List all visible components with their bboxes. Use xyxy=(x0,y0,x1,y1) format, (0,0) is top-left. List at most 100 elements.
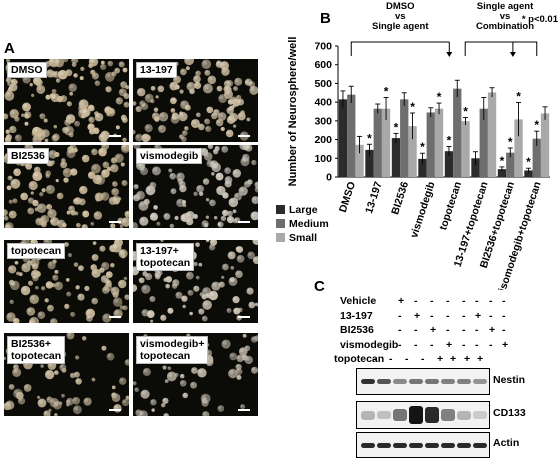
bar-medium xyxy=(506,152,515,177)
scale-bar xyxy=(109,409,121,411)
blot-band xyxy=(425,379,439,384)
y-tick-label: 100 xyxy=(314,153,332,165)
scale-bar xyxy=(238,135,250,137)
treatment-mark: - xyxy=(430,338,434,351)
scale-bar xyxy=(238,316,250,318)
treatment-mark: - xyxy=(502,324,506,336)
bar-large xyxy=(338,99,348,177)
scale-bar xyxy=(109,135,121,137)
treatment-mark: - xyxy=(398,309,402,322)
treatment-mark: - xyxy=(421,353,425,365)
treatment-mark: - xyxy=(389,353,393,365)
blot-band xyxy=(425,406,439,424)
y-tick-label: 400 xyxy=(314,97,332,109)
treatment-mark: + xyxy=(430,324,437,336)
blot-band xyxy=(473,442,487,448)
blot-band xyxy=(393,442,407,448)
category-label: topotecan xyxy=(437,180,464,231)
treatment-label: vismodegib xyxy=(340,338,399,351)
blot-band xyxy=(473,411,487,419)
legend-label: Small xyxy=(289,232,317,244)
significance-star: * xyxy=(384,84,389,98)
significance-star: * xyxy=(367,131,372,145)
scale-bar xyxy=(109,221,121,223)
micrograph-label: DMSO xyxy=(7,62,47,78)
bar-medium xyxy=(453,88,462,177)
treatment-mark: - xyxy=(398,324,402,336)
scale-bar xyxy=(238,409,250,411)
bar-small xyxy=(408,126,417,177)
panel-b-label: B xyxy=(320,10,331,27)
neurosphere-image xyxy=(6,240,129,323)
micrograph-tile: 13-197+ topotecan xyxy=(133,240,258,323)
blot-band xyxy=(441,442,455,448)
treatment-mark: + xyxy=(464,353,471,365)
bar-medium xyxy=(479,108,488,177)
panel-a-label: A xyxy=(4,40,15,57)
treatment-mark: + xyxy=(398,295,405,307)
y-tick-label: 200 xyxy=(314,134,332,146)
legend-swatch xyxy=(276,219,285,228)
treatment-mark: + xyxy=(475,309,482,322)
bar-small xyxy=(540,113,550,177)
treatment-mark: - xyxy=(502,309,506,322)
bar-small xyxy=(381,108,391,177)
treatment-mark: - xyxy=(430,309,434,322)
significance-star: * xyxy=(463,104,468,118)
treatment-mark: - xyxy=(475,324,479,336)
panel-c-label: C xyxy=(314,278,325,295)
micrograph-label: BI2536 xyxy=(7,148,49,164)
blot-band xyxy=(457,379,471,384)
bar-small xyxy=(461,121,470,177)
arrow-head xyxy=(446,52,453,57)
bar-medium xyxy=(532,138,541,177)
y-tick-label: 600 xyxy=(314,59,332,71)
treatment-mark: - xyxy=(462,338,466,351)
scale-bar xyxy=(238,221,250,223)
treatment-label: Vehicle xyxy=(340,295,377,307)
micrograph-tile: BI2536 xyxy=(4,145,129,228)
blot-band xyxy=(377,442,391,448)
micrograph-label: 13-197 xyxy=(136,62,177,78)
micrograph-tile: BI2536+ topotecan xyxy=(4,333,129,416)
treatment-mark: - xyxy=(462,324,466,336)
blot-label: Nestin xyxy=(493,373,526,386)
annotation-dmso-vs-single: DMSO vs Single agent xyxy=(372,1,429,32)
y-tick-label: 700 xyxy=(314,41,332,53)
significance-star: * xyxy=(447,133,452,147)
blot-band xyxy=(361,410,375,420)
bar-large xyxy=(444,151,454,177)
treatment-mark: - xyxy=(446,324,450,336)
category-label: vismodegib xyxy=(408,180,437,239)
significance-star: * xyxy=(516,90,521,104)
treatment-mark: - xyxy=(446,295,450,307)
p-value-note: * p<0.01 xyxy=(522,14,559,25)
annotation-single-vs-combination: Single agent vs Combination xyxy=(476,1,534,32)
micrograph-tile: vismodegib xyxy=(133,145,258,228)
treatment-mark: - xyxy=(462,309,466,322)
blot-band xyxy=(409,379,423,384)
significance-star: * xyxy=(534,118,539,132)
treatment-mark: + xyxy=(450,353,457,365)
blot-label: Actin xyxy=(493,437,520,449)
y-tick-label: 500 xyxy=(314,78,332,90)
y-tick-label: 300 xyxy=(314,115,332,127)
blot-band xyxy=(473,379,487,384)
blot-band xyxy=(409,442,423,448)
micrograph-tile: topotecan xyxy=(4,240,129,323)
treatment-mark: - xyxy=(430,295,434,307)
blot-nestin xyxy=(356,368,490,395)
bar-small xyxy=(355,144,364,177)
treatment-mark: - xyxy=(502,295,506,307)
treatment-mark: + xyxy=(502,338,509,351)
blot-actin xyxy=(356,432,490,458)
bar-medium xyxy=(400,99,409,177)
significance-star: * xyxy=(420,140,425,154)
micrograph-label: vismodegib xyxy=(136,148,203,164)
neurosphere-image xyxy=(4,333,129,416)
treatment-mark: + xyxy=(437,353,444,365)
bar-large xyxy=(471,158,480,177)
treatment-mark: - xyxy=(489,309,493,322)
blot-band xyxy=(457,442,471,448)
category-label: BI2536 xyxy=(389,180,411,216)
